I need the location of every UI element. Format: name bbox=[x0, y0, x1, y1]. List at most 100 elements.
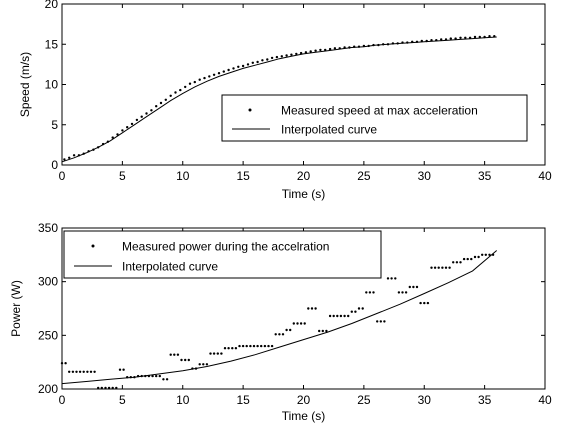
power-legend-marker-points bbox=[91, 244, 95, 248]
speed-measured-point bbox=[188, 82, 192, 85]
power-measured-point bbox=[328, 314, 332, 318]
speed-measured-point bbox=[140, 115, 143, 118]
speed-chart: 0 5 10 15 20 25 30 35 40 0 5 10 15 20 Time (s) Speed … bbox=[18, 0, 552, 201]
speed-legend-marker-points bbox=[248, 108, 252, 112]
power-marks bbox=[60, 250, 498, 390]
power-measured-point bbox=[180, 358, 183, 362]
power-measured-point bbox=[71, 370, 75, 373]
power-x-tick-label: 10 bbox=[176, 393, 190, 407]
power-measured-point bbox=[234, 347, 238, 350]
power-measured-point bbox=[111, 386, 114, 390]
power-legend: Measured power during the accelration In… bbox=[63, 230, 382, 279]
speed-measured-point bbox=[275, 55, 279, 59]
speed-y-tick-label: 20 bbox=[45, 0, 59, 11]
speed-measured-point bbox=[251, 61, 254, 64]
power-measured-point bbox=[260, 344, 263, 348]
speed-x-tick-label: 10 bbox=[176, 169, 190, 183]
speed-measured-point bbox=[130, 122, 134, 126]
power-measured-point bbox=[368, 291, 372, 294]
speed-measured-point bbox=[328, 47, 332, 51]
speed-y-tick-label: 15 bbox=[45, 37, 59, 51]
power-x-tick-label: 15 bbox=[236, 393, 250, 407]
speed-measured-point bbox=[488, 35, 491, 38]
power-measured-point bbox=[347, 314, 350, 318]
power-measured-point bbox=[158, 374, 161, 378]
power-measured-point bbox=[376, 320, 379, 323]
speed-measured-point bbox=[155, 105, 158, 108]
speed-measured-point bbox=[208, 75, 211, 78]
power-measured-point bbox=[75, 370, 78, 373]
power-measured-point bbox=[231, 347, 234, 350]
power-measured-point bbox=[86, 370, 89, 373]
power-measured-point bbox=[100, 386, 104, 390]
power-measured-point bbox=[481, 253, 484, 256]
power-measured-point bbox=[448, 266, 451, 269]
speed-x-tick-label: 20 bbox=[297, 169, 311, 183]
speed-measured-point bbox=[333, 47, 337, 50]
power-measured-point bbox=[426, 301, 430, 305]
power-measured-point bbox=[488, 253, 491, 256]
power-y-axis-label: Power (W) bbox=[9, 280, 23, 337]
power-measured-point bbox=[433, 266, 437, 269]
speed-marks bbox=[61, 35, 497, 163]
power-measured-point bbox=[339, 314, 343, 318]
power-measured-point bbox=[383, 320, 386, 323]
speed-measured-point bbox=[319, 48, 322, 52]
speed-measured-point bbox=[203, 76, 206, 80]
power-measured-point bbox=[205, 363, 209, 366]
speed-measured-point bbox=[164, 98, 167, 102]
power-measured-point bbox=[60, 362, 64, 365]
power-measured-point bbox=[462, 257, 466, 261]
power-measured-point bbox=[289, 328, 292, 332]
power-legend-label-curve: Interpolated curve bbox=[122, 260, 218, 274]
power-measured-point bbox=[390, 277, 393, 280]
power-measured-point bbox=[318, 329, 321, 333]
speed-ticks: 0 5 10 15 20 25 30 35 40 0 5 10 15 20 bbox=[45, 0, 552, 183]
speed-measured-point bbox=[126, 126, 129, 129]
power-measured-point bbox=[437, 266, 440, 269]
speed-measured-point bbox=[314, 49, 317, 52]
power-measured-point bbox=[267, 344, 270, 348]
power-x-axis-label: Time (s) bbox=[282, 409, 326, 423]
power-measured-point bbox=[401, 291, 404, 294]
power-measured-point bbox=[452, 261, 455, 264]
speed-x-tick-label: 25 bbox=[357, 169, 371, 183]
speed-measured-point bbox=[72, 154, 76, 157]
speed-measured-point bbox=[121, 129, 124, 132]
speed-measured-point bbox=[184, 85, 187, 89]
power-measured-point bbox=[372, 291, 375, 294]
power-measured-point bbox=[78, 370, 82, 373]
speed-measured-point bbox=[63, 158, 66, 161]
power-ticks: 0 5 10 15 20 25 30 35 40 200 250 300 350 bbox=[38, 221, 552, 407]
power-measured-point bbox=[278, 333, 281, 336]
power-measured-point bbox=[115, 386, 118, 390]
power-measured-point bbox=[357, 307, 361, 310]
speed-measured-point bbox=[246, 63, 250, 66]
speed-measured-point bbox=[270, 56, 274, 60]
power-measured-point bbox=[285, 328, 288, 332]
speed-measured-point bbox=[241, 64, 245, 68]
power-measured-point bbox=[263, 344, 267, 348]
power-measured-point bbox=[220, 352, 223, 355]
power-measured-point bbox=[104, 386, 107, 390]
power-measured-point bbox=[93, 370, 96, 373]
power-measured-point bbox=[430, 266, 433, 269]
speed-x-tick-label: 0 bbox=[59, 169, 66, 183]
speed-measured-point bbox=[150, 109, 153, 112]
power-x-tick-label: 20 bbox=[297, 393, 311, 407]
power-measured-point bbox=[470, 257, 473, 261]
speed-measured-point bbox=[169, 94, 172, 98]
power-measured-point bbox=[238, 344, 241, 348]
power-measured-point bbox=[361, 307, 364, 310]
speed-measured-point bbox=[135, 118, 139, 122]
power-measured-point bbox=[419, 301, 422, 305]
power-measured-point bbox=[484, 253, 487, 256]
power-measured-point bbox=[412, 285, 415, 289]
speed-measured-point bbox=[179, 88, 182, 92]
power-measured-point bbox=[386, 277, 390, 280]
power-measured-point bbox=[365, 291, 368, 294]
power-measured-point bbox=[404, 291, 408, 294]
speed-measured-point bbox=[295, 52, 298, 56]
power-x-tick-label: 30 bbox=[418, 393, 432, 407]
speed-measured-point bbox=[309, 50, 312, 53]
